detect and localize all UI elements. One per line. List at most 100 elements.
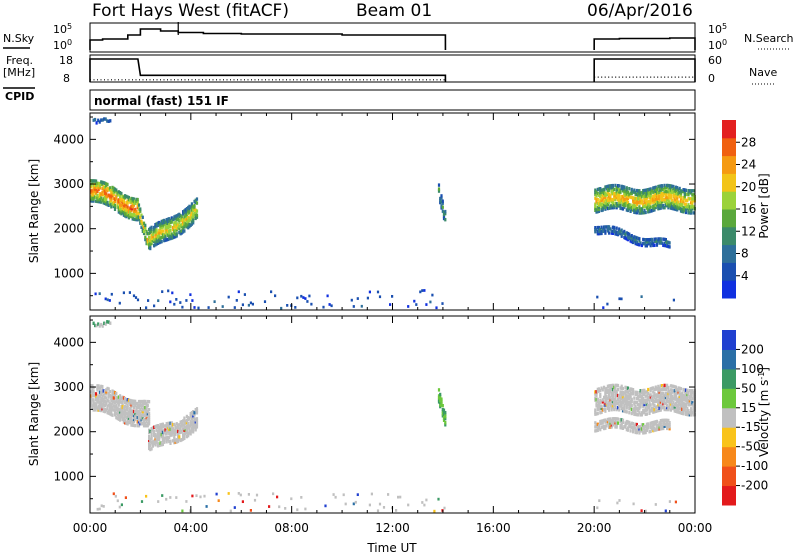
power-cell-1100 bbox=[667, 202, 670, 206]
velocity-cell-174 bbox=[117, 417, 120, 421]
velocity-cell-483 bbox=[161, 430, 164, 435]
power-cell-677 bbox=[603, 203, 606, 208]
power-cell-1002 bbox=[653, 204, 656, 208]
velocity-cell-940 bbox=[632, 390, 635, 394]
power-cell-970 bbox=[648, 203, 651, 208]
velocity-cell-217 bbox=[122, 410, 125, 414]
velocity-cell-1372 bbox=[600, 421, 603, 425]
power-cell-509 bbox=[180, 223, 183, 227]
velocity-cell-1611 bbox=[387, 493, 390, 496]
velocity-cell-1175 bbox=[669, 396, 672, 400]
power-cell-1460 bbox=[241, 303, 244, 307]
velocity-cell-626 bbox=[189, 424, 192, 428]
velocity-cell-518 bbox=[168, 421, 171, 426]
power-cell-13 bbox=[91, 189, 94, 193]
time-xtick-label-1: 04:00 bbox=[174, 521, 209, 535]
velocity-cell-76 bbox=[101, 403, 104, 407]
power-cell-698 bbox=[605, 187, 608, 191]
velocity-cell-1125 bbox=[662, 393, 665, 398]
velocity-cell-560 bbox=[177, 435, 180, 440]
velocity-cell-1644 bbox=[106, 320, 109, 324]
velocity-cell-135 bbox=[111, 413, 114, 417]
power-cell-1511 bbox=[92, 118, 95, 122]
velocity-cell-822 bbox=[614, 405, 617, 410]
power-cell-771 bbox=[616, 188, 620, 192]
power-cell-722 bbox=[609, 194, 612, 198]
velocity-cell-1456 bbox=[634, 426, 637, 430]
velocity-cell-1624 bbox=[596, 506, 599, 510]
velocity-cell-1392 bbox=[608, 419, 611, 423]
velocity-cell-440 bbox=[154, 425, 157, 429]
power-cell-83 bbox=[103, 201, 107, 206]
power-cell-1006 bbox=[653, 194, 656, 198]
power-ylabel: Slant Range [km] bbox=[27, 159, 41, 263]
power-cell-71 bbox=[101, 190, 104, 195]
velocity-cell-1221 bbox=[676, 387, 679, 392]
velocity-cell-1526 bbox=[661, 426, 664, 431]
power-cell-0 bbox=[90, 199, 93, 203]
power-cell-1501 bbox=[431, 293, 434, 297]
power-cell-877 bbox=[634, 204, 637, 209]
power-cell-1154 bbox=[674, 203, 677, 208]
power-cell-105 bbox=[106, 182, 109, 187]
power-cell-406 bbox=[161, 223, 164, 227]
velocity-cell-769 bbox=[606, 406, 609, 411]
velocity-cell-137 bbox=[111, 405, 114, 409]
power-cell-1126 bbox=[669, 186, 672, 190]
velocity-cell-674 bbox=[439, 404, 442, 409]
velocity-cell-1007 bbox=[643, 400, 646, 405]
power-cell-1417 bbox=[666, 244, 669, 248]
velocity-cell-1556 bbox=[112, 492, 115, 496]
velocity-cell-1165 bbox=[668, 404, 671, 408]
power-cell-1365 bbox=[639, 241, 642, 245]
power-cell-106 bbox=[107, 203, 110, 207]
velocity-cell-955 bbox=[634, 392, 637, 396]
power-cell-437 bbox=[166, 221, 170, 225]
velocity-colorbar-tick-label-0: 200 bbox=[741, 342, 764, 356]
velocity-cell-291 bbox=[132, 409, 136, 414]
power-cell-308 bbox=[145, 237, 148, 242]
power-cell-1480 bbox=[326, 294, 329, 298]
power-cell-522 bbox=[183, 225, 186, 229]
velocity-cell-1012 bbox=[644, 412, 647, 416]
noise-right-tick-top: 105 bbox=[708, 22, 727, 37]
power-cell-1092 bbox=[666, 201, 669, 206]
velocity-cell-85 bbox=[102, 407, 105, 411]
velocity-cell-408 bbox=[148, 434, 151, 438]
power-cell-1150 bbox=[673, 189, 676, 193]
velocity-cell-705 bbox=[594, 398, 597, 402]
velocity-cell-269 bbox=[130, 413, 133, 417]
velocity-cell-1331 bbox=[691, 397, 694, 401]
velocity-cell-1138 bbox=[663, 383, 666, 388]
power-cell-1205 bbox=[682, 200, 685, 204]
velocity-cell-1073 bbox=[654, 397, 657, 401]
power-cell-1418 bbox=[666, 242, 669, 246]
power-cell-214 bbox=[126, 207, 129, 211]
velocity-cell-1330 bbox=[691, 401, 694, 405]
velocity-cell-350 bbox=[141, 413, 144, 418]
velocity-cell-477 bbox=[160, 422, 163, 427]
power-cell-504 bbox=[179, 218, 182, 222]
power-cell-465 bbox=[173, 235, 176, 239]
velocity-cell-1527 bbox=[661, 424, 664, 429]
power-cell-1131 bbox=[671, 198, 674, 202]
power-cell-1270 bbox=[594, 228, 597, 232]
velocity-cell-1400 bbox=[610, 421, 613, 425]
power-cell-819 bbox=[624, 193, 627, 198]
velocity-cell-932 bbox=[630, 403, 633, 408]
velocity-cell-288 bbox=[132, 415, 136, 420]
velocity-cell-892 bbox=[624, 391, 627, 396]
velocity-cell-1407 bbox=[613, 417, 616, 421]
velocity-cell-453 bbox=[156, 426, 159, 430]
power-cell-1299 bbox=[608, 227, 611, 231]
power-cell-278 bbox=[137, 217, 141, 221]
velocity-cell-315 bbox=[136, 405, 139, 410]
power-cell-1255 bbox=[691, 197, 694, 201]
power-cell-1461 bbox=[243, 293, 246, 296]
velocity-cell-1363 bbox=[596, 426, 599, 430]
velocity-cell-105 bbox=[105, 388, 108, 392]
power-cell-58 bbox=[98, 198, 101, 202]
power-cell-442 bbox=[168, 233, 171, 237]
velocity-cell-403 bbox=[148, 444, 151, 449]
power-cell-373 bbox=[156, 233, 159, 237]
